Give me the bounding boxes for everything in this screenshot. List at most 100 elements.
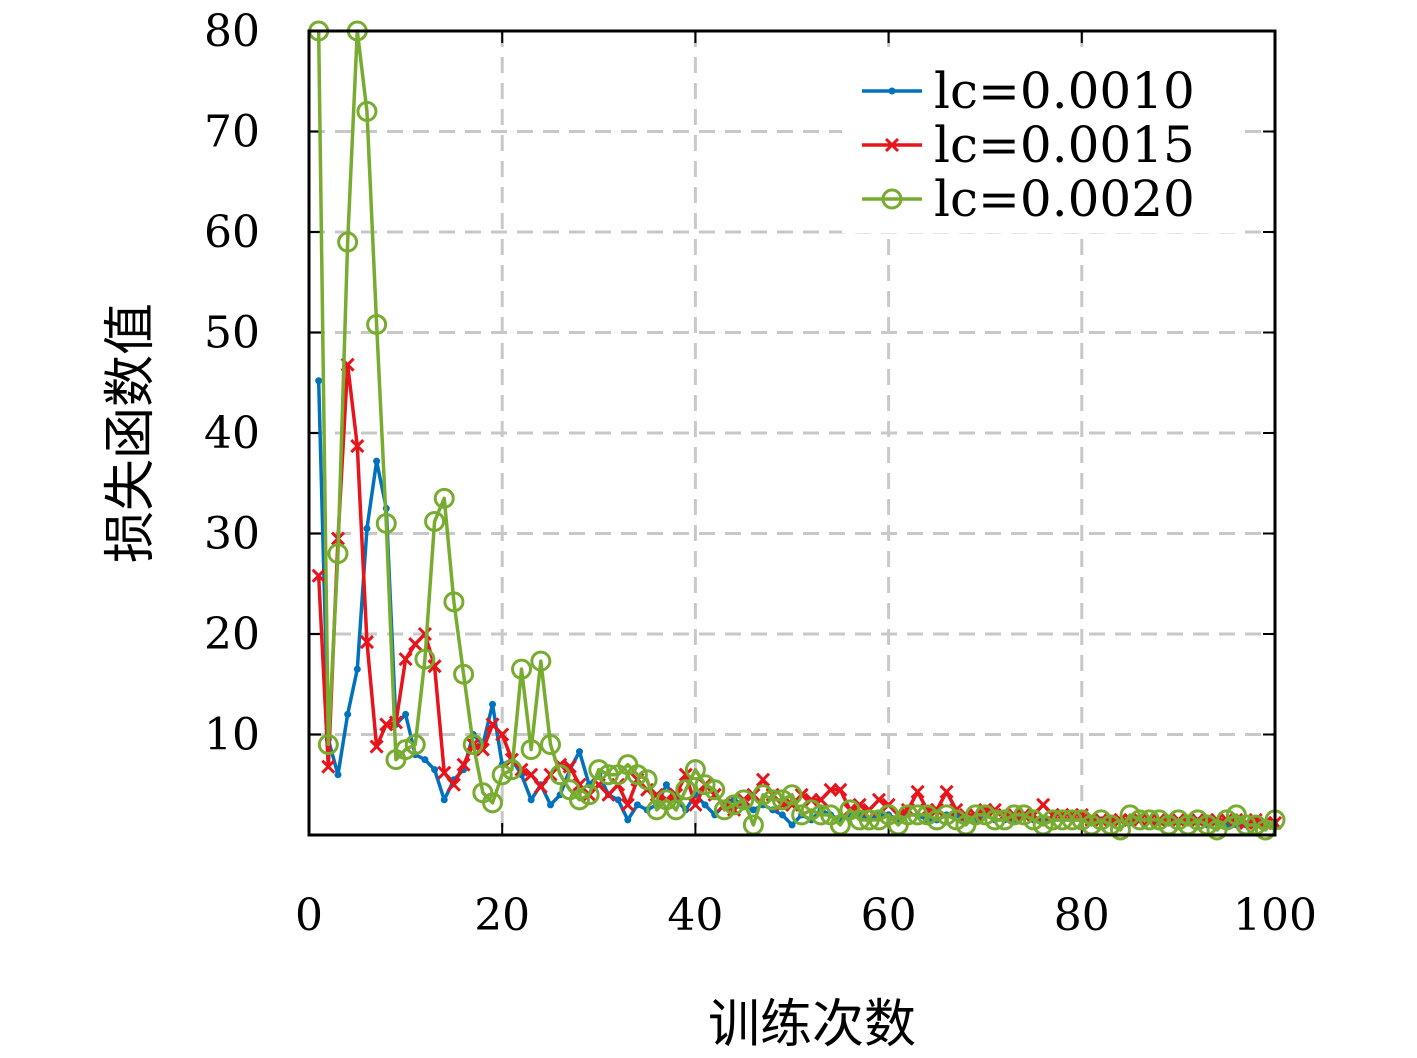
y-tick-label: 20: [204, 609, 260, 660]
y-axis-ticks: 10 20 30 40 50 60 70 80: [204, 6, 1275, 761]
data-point: [755, 772, 771, 787]
series-line: [316, 29, 1277, 832]
data-point: [327, 543, 349, 565]
y-tick-label: 70: [204, 107, 260, 158]
data-point: [366, 313, 388, 335]
data-point: [778, 811, 786, 819]
data-point: [315, 377, 323, 385]
legend-item: lc=0.0020: [862, 170, 1195, 228]
data-point: [907, 804, 929, 826]
data-point: [375, 512, 397, 534]
data-point: [359, 634, 375, 650]
data-point: [636, 769, 658, 791]
data-point: [369, 739, 384, 754]
data-point: [417, 626, 432, 642]
data-point: [527, 796, 535, 804]
series-3: [308, 20, 1286, 841]
data-point: [373, 457, 381, 465]
data-point: [337, 231, 359, 253]
data-point: [402, 710, 410, 718]
data-point: [910, 784, 925, 799]
data-point: [984, 809, 1006, 831]
data-point: [788, 821, 796, 829]
plot-frame: [307, 29, 1277, 837]
y-tick-label: 50: [204, 308, 260, 359]
data-point: [884, 137, 900, 153]
data-point: [749, 806, 757, 814]
legend-item: lc=0.0015: [862, 116, 1195, 174]
data-point: [427, 659, 442, 674]
data-point: [781, 784, 803, 806]
data-point: [311, 568, 326, 583]
data-point: [404, 734, 426, 756]
legend-label: lc=0.0010: [934, 62, 1195, 120]
data-point: [440, 796, 448, 804]
data-point: [701, 801, 709, 809]
data-point: [363, 524, 371, 532]
data-point: [549, 764, 571, 786]
data-point: [511, 658, 533, 680]
data-point: [456, 757, 471, 772]
legend-item: lc=0.0010: [862, 62, 1195, 120]
data-point: [665, 799, 687, 821]
y-tick-label: 60: [204, 207, 260, 258]
data-point: [871, 792, 887, 807]
data-point: [524, 767, 539, 782]
data-point: [575, 748, 583, 756]
legend-label: lc=0.0015: [934, 116, 1195, 174]
data-point: [1061, 809, 1083, 831]
y-tick-label: 30: [204, 509, 260, 560]
x-axis-ticks: 0 20 40 60 80 100: [295, 31, 1317, 941]
x-axis-title: 训练次数: [708, 995, 916, 1055]
data-point: [495, 727, 510, 742]
data-point: [414, 648, 436, 670]
x-tick-label: 0: [295, 890, 323, 941]
data-point: [321, 759, 336, 774]
data-point: [398, 652, 413, 667]
data-point: [520, 739, 542, 761]
x-tick-label: 80: [1054, 890, 1110, 941]
data-point: [540, 734, 561, 756]
y-tick-label: 40: [204, 408, 260, 459]
x-tick-label: 20: [474, 890, 530, 941]
data-point: [344, 710, 352, 718]
data-point: [762, 789, 784, 811]
data-point: [633, 801, 641, 809]
data-point: [353, 665, 361, 673]
y-tick-label: 10: [204, 710, 260, 761]
data-point: [675, 779, 697, 801]
data-point: [443, 591, 465, 613]
data-point: [620, 797, 635, 812]
data-point: [453, 663, 475, 685]
data-point: [421, 756, 429, 764]
data-point: [350, 439, 365, 454]
data-point: [562, 759, 577, 774]
data-point: [597, 764, 619, 786]
data-point: [334, 771, 342, 779]
data-point: [317, 734, 339, 756]
data-point: [1003, 804, 1025, 826]
data-point: [888, 87, 896, 95]
data-point: [833, 782, 848, 797]
data-point: [1109, 819, 1131, 841]
data-point: [462, 734, 484, 756]
data-point: [482, 792, 504, 814]
data-point: [688, 797, 703, 812]
data-point: [662, 781, 670, 789]
data-point: [446, 777, 461, 792]
data-point: [424, 510, 446, 532]
y-axis-title: 损失函数值: [101, 303, 161, 563]
data-point: [733, 789, 755, 811]
data-point: [704, 779, 726, 801]
data-point: [437, 765, 452, 780]
data-point: [614, 796, 622, 804]
data-point: [578, 784, 600, 806]
data-point: [881, 188, 903, 210]
data-point: [533, 779, 548, 794]
data-point: [530, 650, 552, 672]
y-tick-label: 80: [204, 6, 260, 57]
data-point: [547, 801, 554, 809]
data-point: [858, 809, 880, 831]
data-point: [965, 804, 987, 826]
